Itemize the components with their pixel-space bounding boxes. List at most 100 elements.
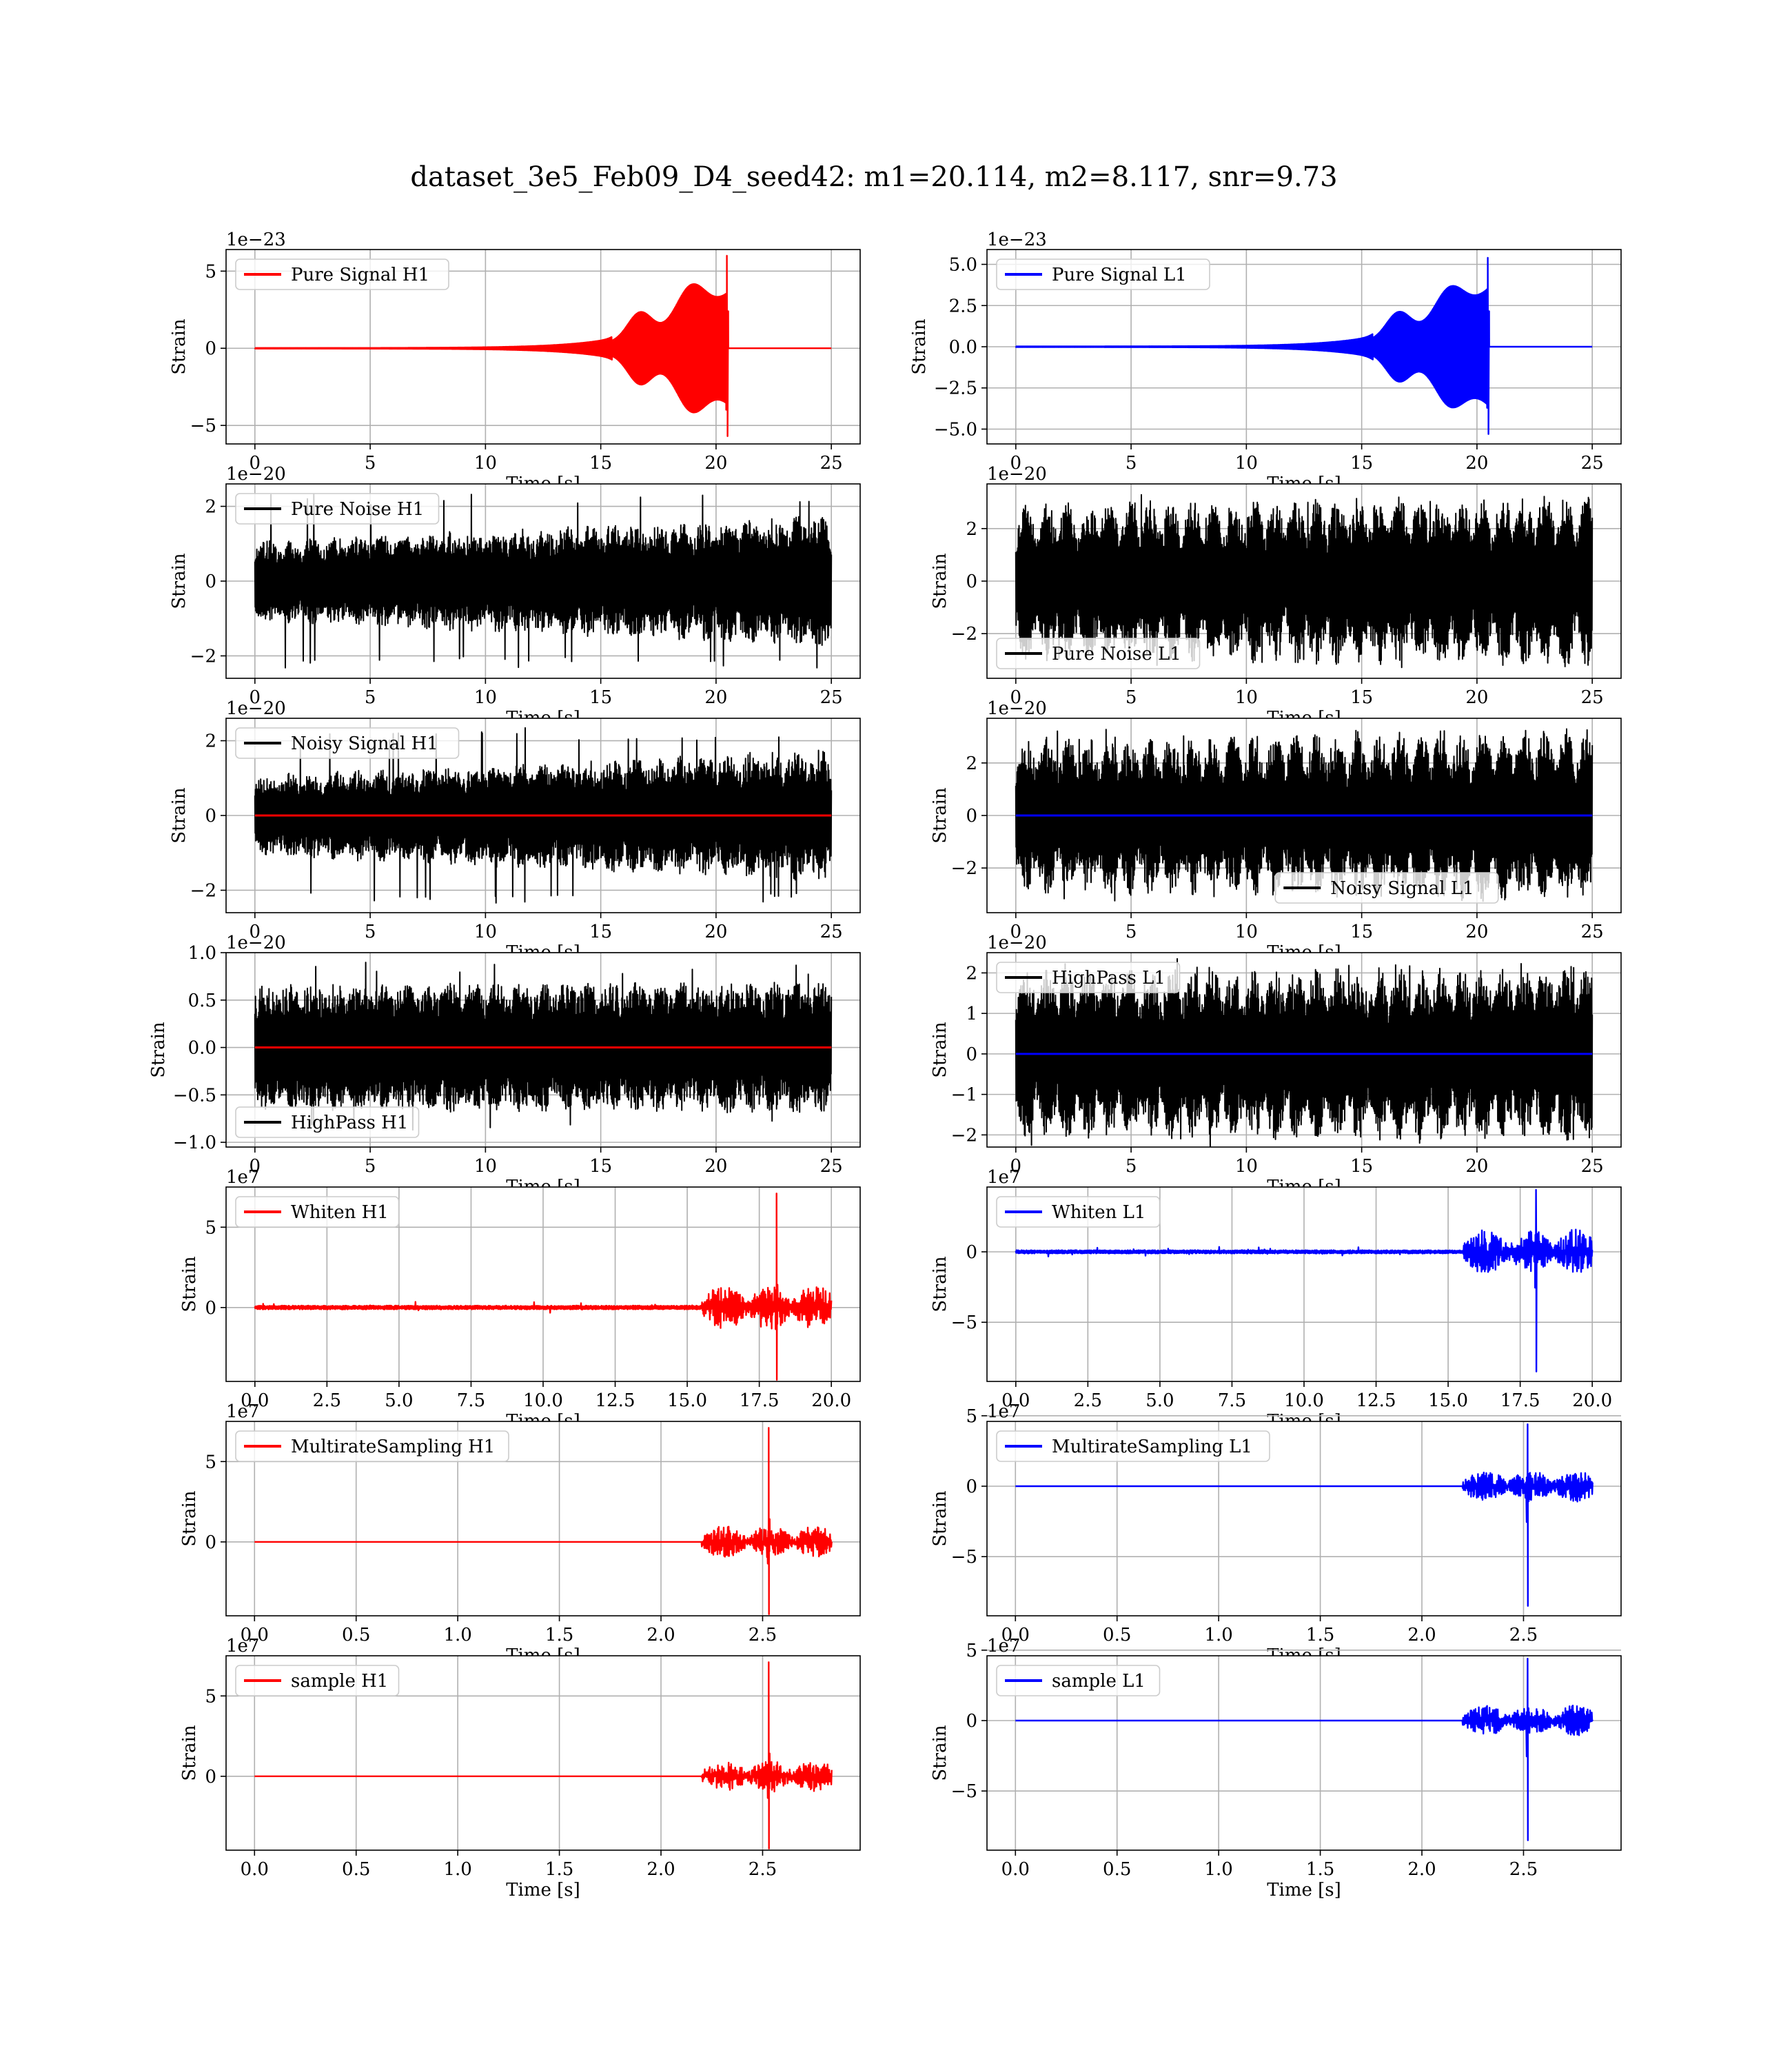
x-tick-label: 20.0 — [1572, 1390, 1612, 1411]
x-tick-label: 15.0 — [667, 1390, 707, 1411]
legend-label: Noisy Signal H1 — [291, 733, 438, 754]
y-tick-label: −5 — [951, 1312, 977, 1333]
legend-label: Pure Signal L1 — [1052, 265, 1187, 285]
x-tick-label: 17.5 — [740, 1390, 780, 1411]
axes-frame — [986, 1421, 1622, 1616]
legend: MultirateSampling L1 — [996, 1430, 1270, 1462]
x-tick-label: 7.5 — [1218, 1390, 1246, 1411]
y-tick-label: −5.0 — [934, 419, 977, 440]
x-tick-label: 25 — [1581, 1156, 1604, 1177]
y-tick-label: 5 — [205, 1452, 216, 1472]
series-line — [1015, 728, 1594, 902]
x-tick-label: 5 — [365, 453, 376, 474]
y-tick-label: 0 — [966, 806, 977, 827]
legend-frame — [235, 1430, 509, 1462]
y-axis-label: Strain — [930, 1256, 950, 1312]
legend-frame — [235, 258, 449, 290]
x-tick-label: 20 — [1465, 1156, 1488, 1177]
x-tick-label: 0.5 — [342, 1859, 370, 1880]
y-tick-label: 0 — [205, 571, 216, 592]
x-tick-label: 2.5 — [1509, 1625, 1538, 1645]
legend-frame — [235, 493, 440, 525]
y-tick-label: 0 — [966, 1477, 977, 1497]
y-axis-label: Strain — [930, 1490, 950, 1547]
axis-offset-text: 1e7 — [987, 1401, 1020, 1422]
x-tick-label: 25 — [820, 687, 843, 708]
axis-offset-text: 1e−20 — [987, 933, 1047, 953]
x-tick-label: 0.5 — [1103, 1625, 1131, 1645]
x-tick-label: 17.5 — [1500, 1390, 1540, 1411]
x-tick-label: 0 — [1010, 922, 1022, 942]
axes-frame — [986, 1655, 1622, 1851]
x-tick-label: 12.5 — [595, 1390, 635, 1411]
y-tick-label: 0 — [205, 1298, 216, 1319]
legend-frame — [996, 962, 1181, 993]
x-tick-label: 1.0 — [1204, 1859, 1232, 1880]
legend-frame — [996, 258, 1210, 290]
y-tick-label: −0.5 — [173, 1085, 216, 1106]
legend: HighPass H1 — [235, 1106, 420, 1138]
legend: HighPass L1 — [996, 962, 1181, 993]
legend-label: Pure Noise L1 — [1052, 644, 1181, 665]
y-tick-label: 5 — [966, 1406, 977, 1427]
x-tick-label: 20.0 — [811, 1390, 851, 1411]
y-tick-label: 0 — [205, 1767, 216, 1787]
x-tick-label: 1.5 — [1306, 1859, 1334, 1880]
y-axis-label: Strain — [169, 318, 190, 375]
legend-label: Whiten H1 — [291, 1202, 389, 1223]
axis-offset-text: 1e−20 — [987, 698, 1047, 719]
x-tick-label: 15 — [1350, 687, 1373, 708]
y-tick-label: −5 — [951, 1547, 977, 1568]
y-tick-label: 0 — [966, 1044, 977, 1065]
series-line — [254, 1427, 833, 1615]
x-tick-label: 25 — [820, 453, 843, 474]
y-tick-label: −1.0 — [173, 1133, 216, 1153]
y-tick-label: 5 — [205, 1217, 216, 1238]
y-axis-label: Strain — [169, 787, 190, 844]
legend: Noisy Signal L1 — [1274, 872, 1499, 904]
x-tick-label: 25 — [820, 922, 843, 942]
y-tick-label: 5 — [205, 1686, 216, 1707]
x-tick-label: 15.0 — [1428, 1390, 1468, 1411]
y-tick-label: −5 — [190, 416, 216, 436]
y-tick-label: −2 — [190, 880, 216, 901]
x-tick-label: 0 — [250, 687, 261, 708]
legend-label: Noisy Signal L1 — [1330, 878, 1474, 899]
axis-offset-text: 1e−20 — [226, 464, 286, 485]
figure-title: dataset_3e5_Feb09_D4_seed42: m1=20.114, … — [410, 161, 1337, 193]
legend: Pure Noise H1 — [235, 493, 440, 525]
x-tick-label: 0 — [1010, 453, 1022, 474]
legend-frame — [235, 1665, 400, 1696]
x-tick-label: 0 — [250, 1156, 261, 1177]
x-tick-label: 5.0 — [1146, 1390, 1174, 1411]
y-tick-label: −5 — [951, 1781, 977, 1802]
axis-offset-text: 1e−23 — [987, 230, 1047, 250]
y-tick-label: 2 — [205, 731, 216, 752]
series-line — [1015, 1188, 1594, 1372]
x-tick-label: 1.0 — [443, 1859, 471, 1880]
x-tick-label: 25 — [1581, 687, 1604, 708]
axes-frame — [225, 1421, 861, 1616]
x-tick-label: 20 — [1465, 687, 1488, 708]
legend-frame — [996, 1665, 1161, 1696]
legend-frame — [996, 638, 1201, 669]
y-axis-label: Strain — [148, 1022, 169, 1078]
y-tick-label: 0 — [966, 1242, 977, 1263]
series-line — [254, 962, 833, 1131]
axis-offset-text: 1e7 — [226, 1401, 259, 1422]
y-tick-label: −2 — [951, 858, 977, 879]
x-tick-label: 0.0 — [1001, 1625, 1030, 1645]
x-tick-label: 20 — [704, 453, 727, 474]
x-tick-label: 0 — [1010, 687, 1022, 708]
x-tick-label: 0 — [250, 922, 261, 942]
x-tick-label: 10 — [474, 1156, 497, 1177]
legend-frame — [996, 1430, 1270, 1462]
y-tick-label: 0 — [205, 338, 216, 359]
x-tick-label: 0.5 — [1103, 1859, 1131, 1880]
x-tick-label: 15 — [1350, 453, 1373, 474]
x-tick-label: 7.5 — [457, 1390, 485, 1411]
x-tick-label: 5.0 — [385, 1390, 413, 1411]
